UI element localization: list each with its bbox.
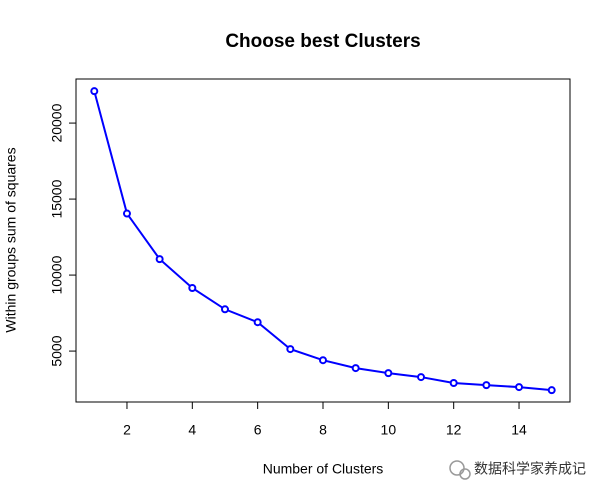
point: [515, 383, 524, 392]
point: [90, 87, 99, 96]
x-tick-label: 2: [123, 422, 131, 438]
x-tick-label: 6: [254, 422, 262, 438]
point: [319, 356, 327, 365]
x-axis-label: Number of Clusters: [263, 461, 384, 477]
point: [155, 255, 164, 264]
y-tick-label: 10000: [49, 255, 65, 294]
point: [122, 209, 131, 218]
point: [351, 364, 360, 373]
chart-title: Choose best Clusters: [225, 31, 420, 52]
y-tick-label: 5000: [49, 335, 65, 366]
x-tick-label: 12: [446, 422, 462, 438]
point: [449, 379, 458, 387]
x-tick-label: 14: [511, 422, 527, 438]
point: [188, 284, 197, 292]
point: [253, 318, 262, 327]
watermark-icon: [449, 460, 465, 476]
y-tick-label: 15000: [49, 179, 65, 218]
y-axis-label: Within groups sum of squares: [3, 147, 19, 332]
point: [547, 386, 556, 395]
point: [384, 369, 393, 378]
watermark-text: 数据科学家养成记: [474, 461, 586, 477]
x-tick-label: 4: [188, 422, 196, 438]
x-tick-label: 8: [319, 422, 327, 438]
watermark: 数据科学家养成记: [449, 460, 586, 480]
point: [482, 381, 491, 390]
point: [286, 345, 295, 354]
point: [220, 305, 229, 314]
y-tick-label: 20000: [49, 103, 65, 142]
point: [417, 373, 426, 382]
watermark-icon: [459, 468, 471, 480]
x-tick-label: 10: [381, 422, 397, 438]
